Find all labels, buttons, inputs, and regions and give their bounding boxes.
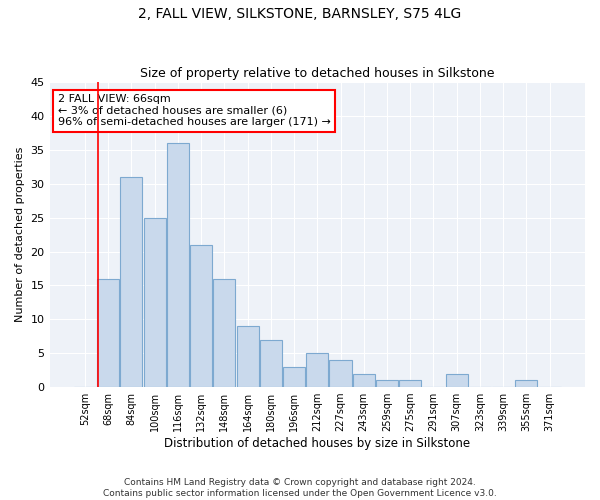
Text: Contains HM Land Registry data © Crown copyright and database right 2024.
Contai: Contains HM Land Registry data © Crown c…: [103, 478, 497, 498]
Title: Size of property relative to detached houses in Silkstone: Size of property relative to detached ho…: [140, 66, 494, 80]
Bar: [399, 380, 421, 387]
Bar: [213, 278, 235, 387]
Bar: [260, 340, 282, 387]
Bar: [515, 380, 538, 387]
Bar: [97, 278, 119, 387]
Bar: [167, 143, 189, 387]
Bar: [353, 374, 375, 387]
Bar: [306, 353, 328, 387]
Bar: [376, 380, 398, 387]
Bar: [121, 177, 142, 387]
Bar: [190, 244, 212, 387]
Bar: [236, 326, 259, 387]
Y-axis label: Number of detached properties: Number of detached properties: [15, 147, 25, 322]
X-axis label: Distribution of detached houses by size in Silkstone: Distribution of detached houses by size …: [164, 437, 470, 450]
Text: 2, FALL VIEW, SILKSTONE, BARNSLEY, S75 4LG: 2, FALL VIEW, SILKSTONE, BARNSLEY, S75 4…: [139, 8, 461, 22]
Bar: [446, 374, 468, 387]
Bar: [329, 360, 352, 387]
Bar: [143, 218, 166, 387]
Text: 2 FALL VIEW: 66sqm
← 3% of detached houses are smaller (6)
96% of semi-detached : 2 FALL VIEW: 66sqm ← 3% of detached hous…: [58, 94, 331, 128]
Bar: [283, 366, 305, 387]
